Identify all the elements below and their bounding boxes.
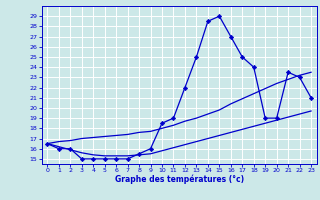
X-axis label: Graphe des températures (°c): Graphe des températures (°c) (115, 175, 244, 184)
